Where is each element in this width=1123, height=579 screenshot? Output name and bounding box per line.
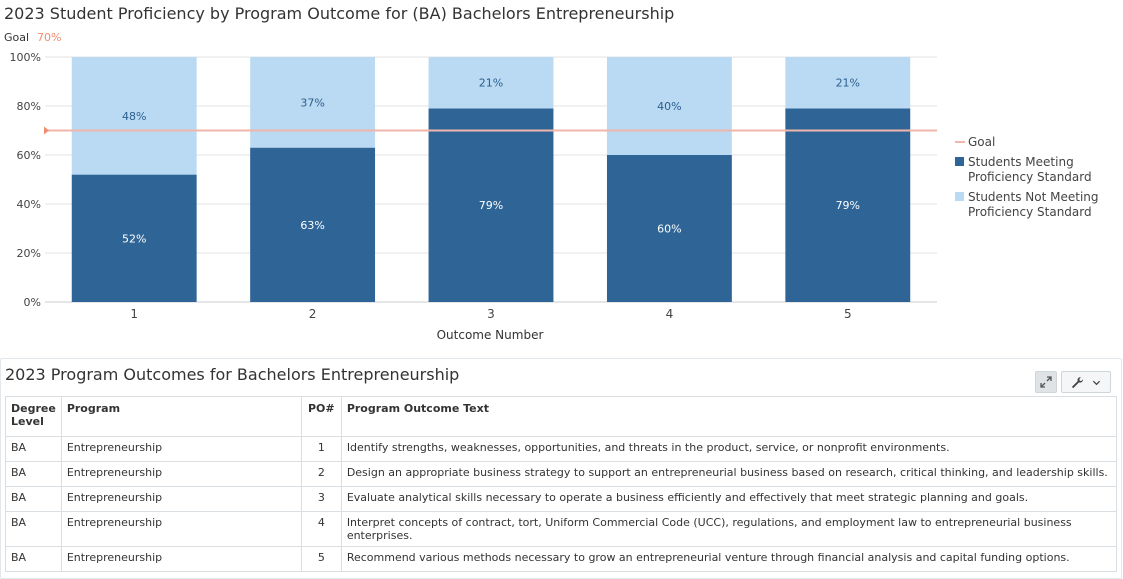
x-tick-label: 5 — [844, 307, 852, 321]
column-header-degree-level[interactable]: Degree Level — [5, 396, 62, 437]
legend-item[interactable]: Goal — [955, 135, 995, 149]
bar-meeting[interactable] — [250, 147, 376, 302]
cell-program: Entrepreneurship — [60, 546, 302, 572]
expand-icon — [1040, 376, 1052, 388]
panel-title: 2023 Program Outcomes for Bachelors Entr… — [5, 365, 460, 384]
cell-program: Entrepreneurship — [60, 511, 302, 547]
bar-not-meeting[interactable] — [71, 57, 197, 175]
table-row: BA Entrepreneurship 3 Evaluate analytica… — [5, 486, 1118, 512]
bar-not-meeting[interactable] — [785, 57, 911, 109]
cell-po: 4 — [300, 511, 342, 547]
chart-title: 2023 Student Proficiency by Program Outc… — [4, 4, 674, 23]
bar-data-label: 21% — [479, 77, 503, 90]
bar-not-meeting[interactable] — [250, 57, 376, 148]
cell-po: 1 — [300, 436, 342, 462]
cell-program: Entrepreneurship — [60, 486, 302, 512]
y-tick-label: 0% — [24, 296, 41, 309]
legend-label: Proficiency Standard — [968, 170, 1092, 184]
chevron-down-icon — [1092, 380, 1101, 385]
cell-degree: BA — [5, 436, 62, 462]
y-tick-label: 100% — [10, 51, 41, 64]
y-tick-label: 40% — [17, 198, 41, 211]
table-header-row: Degree Level Program PO# Program Outcome… — [5, 396, 1118, 437]
legend-swatch — [955, 192, 964, 201]
bar-data-label: 63% — [300, 219, 324, 232]
outcomes-panel: 2023 Program Outcomes for Bachelors Entr… — [0, 358, 1122, 579]
cell-degree: BA — [5, 486, 62, 512]
y-axis-ticks: 0% 20% 40% 60% 80% 100% — [10, 51, 41, 309]
table-row: BA Entrepreneurship 5 Recommend various … — [5, 546, 1118, 572]
bar-data-label: 37% — [300, 96, 324, 109]
wrench-icon — [1072, 376, 1083, 388]
table-row: BA Entrepreneurship 4 Interpret concepts… — [5, 511, 1118, 547]
bar-data-label: 79% — [479, 199, 503, 212]
x-tick-label: 4 — [666, 307, 674, 321]
y-tick-label: 60% — [17, 149, 41, 162]
bar-not-meeting[interactable] — [428, 57, 554, 109]
settings-dropdown-button[interactable] — [1061, 371, 1111, 393]
expand-button[interactable] — [1035, 371, 1057, 393]
cell-degree: BA — [5, 546, 62, 572]
cell-po: 3 — [300, 486, 342, 512]
goal-marker — [44, 126, 49, 135]
goal-value-caption: 70% — [37, 31, 61, 44]
bars: 52% 48% 63% 37% 79% 21% 60% 40% 79% 21% — [71, 57, 911, 302]
bar-data-label: 40% — [657, 100, 681, 113]
cell-degree: BA — [5, 461, 62, 487]
goal-line-group — [44, 126, 937, 135]
legend-label: Students Not Meeting — [968, 190, 1099, 204]
cell-outcome-text: Design an appropriate business strategy … — [340, 461, 1118, 487]
outcomes-table: Degree Level Program PO# Program Outcome… — [5, 396, 1118, 572]
x-tick-label: 3 — [487, 307, 495, 321]
bar-data-label: 21% — [836, 77, 860, 90]
bar-data-label: 60% — [657, 223, 681, 236]
bar-meeting[interactable] — [785, 108, 911, 302]
cell-program: Entrepreneurship — [60, 436, 302, 462]
cell-outcome-text: Evaluate analytical skills necessary to … — [340, 486, 1118, 512]
x-tick-label: 1 — [130, 307, 138, 321]
panel-toolbar — [1035, 371, 1111, 393]
legend-label: Proficiency Standard — [968, 205, 1092, 219]
cell-po: 2 — [300, 461, 342, 487]
cell-outcome-text: Identify strengths, weaknesses, opportun… — [340, 436, 1118, 462]
bar-not-meeting[interactable] — [606, 57, 732, 155]
table-row: BA Entrepreneurship 2 Design an appropri… — [5, 461, 1118, 487]
y-tick-label: 20% — [17, 247, 41, 260]
bar-data-label: 79% — [836, 199, 860, 212]
proficiency-chart: 2023 Student Proficiency by Program Outc… — [4, 4, 1099, 342]
y-tick-label: 80% — [17, 100, 41, 113]
column-header-outcome-text[interactable]: Program Outcome Text — [340, 396, 1118, 437]
cell-degree: BA — [5, 511, 62, 547]
table-row: BA Entrepreneurship 1 Identify strengths… — [5, 436, 1118, 462]
goal-caption: Goal — [4, 31, 29, 44]
x-tick-label: 2 — [309, 307, 317, 321]
bar-meeting[interactable] — [606, 155, 732, 302]
column-header-po-number[interactable]: PO# — [300, 396, 342, 437]
x-axis-ticks: 1 2 3 4 5 — [130, 307, 851, 321]
bar-data-label: 52% — [122, 232, 146, 245]
bar-meeting[interactable] — [71, 174, 197, 302]
legend-label: Students Meeting — [968, 155, 1074, 169]
cell-po: 5 — [300, 546, 342, 572]
x-axis-label: Outcome Number — [437, 328, 544, 342]
bar-meeting[interactable] — [428, 108, 554, 302]
cell-outcome-text: Interpret concepts of contract, tort, Un… — [340, 511, 1118, 547]
cell-program: Entrepreneurship — [60, 461, 302, 487]
cell-outcome-text: Recommend various methods necessary to g… — [340, 546, 1118, 572]
column-header-program[interactable]: Program — [60, 396, 302, 437]
legend-label: Goal — [968, 135, 995, 149]
bar-data-label: 48% — [122, 110, 146, 123]
legend-swatch — [955, 157, 964, 166]
